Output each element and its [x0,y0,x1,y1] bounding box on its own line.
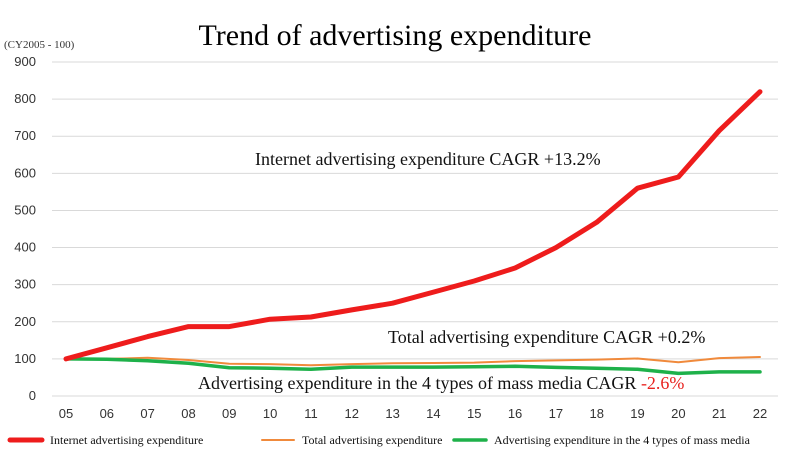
y-tick-label: 500 [14,202,36,217]
annotation-internet-cagr: Internet advertising expenditure CAGR +1… [255,149,601,169]
x-tick-label: 22 [753,406,767,421]
annotation-mass-media-text: Advertising expenditure in the 4 types o… [198,373,641,393]
annotation-mass-media-value: -2.6% [641,373,685,393]
series-lines [63,89,763,376]
x-tick-label: 13 [385,406,399,421]
x-tick-label: 08 [181,406,195,421]
x-tick-label: 05 [59,406,73,421]
y-tick-label: 300 [14,277,36,292]
x-axis: 05 06 07 08 09 10 11 12 13 14 15 16 17 18 19 20 21 22 [59,406,767,421]
y-tick-label: 100 [14,351,36,366]
y-tick-label: 900 [14,54,36,69]
x-tick-label: 15 [467,406,481,421]
x-tick-label: 09 [222,406,236,421]
x-tick-label: 21 [712,406,726,421]
x-tick-label: 11 [304,406,318,421]
x-tick-label: 19 [630,406,644,421]
y-tick-label: 200 [14,314,36,329]
chart-title: Trend of advertising expenditure [199,19,592,52]
x-tick-label: 12 [345,406,359,421]
legend-label-1: Total advertising expenditure [302,433,442,447]
y-tick-label: 0 [29,388,36,403]
y-tick-label: 800 [14,91,36,106]
x-tick-label: 16 [508,406,522,421]
y-axis: 0 100 200 300 400 500 600 700 800 900 [14,54,36,403]
x-tick-label: 06 [100,406,114,421]
x-tick-label: 18 [589,406,603,421]
y-tick-label: 600 [14,165,36,180]
legend-label-0: Internet advertising expenditure [50,433,203,447]
series-line-2 [64,357,762,376]
annotation-total-cagr: Total advertising expenditure CAGR +0.2% [388,327,705,347]
series-line-1 [65,356,761,367]
y-tick-label: 400 [14,240,36,255]
series-line-0 [63,89,763,362]
x-tick-label: 20 [671,406,685,421]
x-tick-label: 10 [263,406,277,421]
legend-label-2: Advertising expenditure in the 4 types o… [494,433,751,447]
x-tick-label: 14 [426,406,440,421]
unit-label: (CY2005 - 100) [4,39,75,51]
x-tick-label: 17 [549,406,563,421]
legend: Internet advertising expenditure Total ad… [7,433,751,447]
y-tick-label: 700 [14,128,36,143]
annotation-mass-media-cagr: Advertising expenditure in the 4 types o… [198,373,684,393]
x-tick-label: 07 [140,406,154,421]
